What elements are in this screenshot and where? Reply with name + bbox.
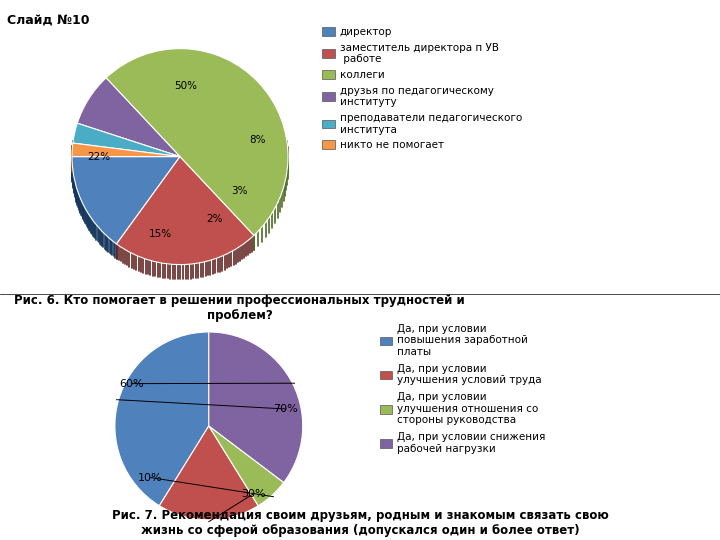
Text: 30%: 30% — [242, 489, 266, 498]
Text: 10%: 10% — [138, 472, 163, 483]
Wedge shape — [115, 332, 209, 506]
Wedge shape — [72, 157, 180, 244]
Legend: Да, при условии
повышения заработной
платы, Да, при условии
улучшения условий тр: Да, при условии повышения заработной пла… — [379, 324, 546, 454]
Wedge shape — [77, 78, 180, 157]
Text: Слайд №10: Слайд №10 — [7, 14, 90, 26]
Wedge shape — [159, 426, 258, 520]
Wedge shape — [106, 49, 288, 235]
Text: 70%: 70% — [274, 404, 298, 414]
Wedge shape — [209, 332, 302, 483]
Text: Рис. 7. Рекомендация своим друзьям, родным и знакомым связать свою
жизнь со сфер: Рис. 7. Рекомендация своим друзьям, родн… — [112, 509, 608, 537]
Text: 8%: 8% — [250, 136, 266, 145]
Text: 15%: 15% — [149, 230, 172, 239]
Text: 3%: 3% — [231, 186, 248, 196]
Text: 50%: 50% — [174, 82, 197, 91]
Wedge shape — [117, 157, 254, 265]
Wedge shape — [72, 143, 180, 157]
Text: Рис. 6. Кто помогает в решении профессиональных трудностей и
проблем?: Рис. 6. Кто помогает в решении профессио… — [14, 294, 465, 322]
Wedge shape — [209, 426, 284, 506]
Text: 60%: 60% — [120, 379, 144, 389]
Text: 2%: 2% — [207, 214, 222, 224]
Text: 22%: 22% — [87, 152, 111, 161]
Legend: директор, заместитель директора п УВ
 работе, коллеги, друзья по педагогическому: директор, заместитель директора п УВ раб… — [322, 27, 522, 150]
Wedge shape — [73, 123, 180, 157]
